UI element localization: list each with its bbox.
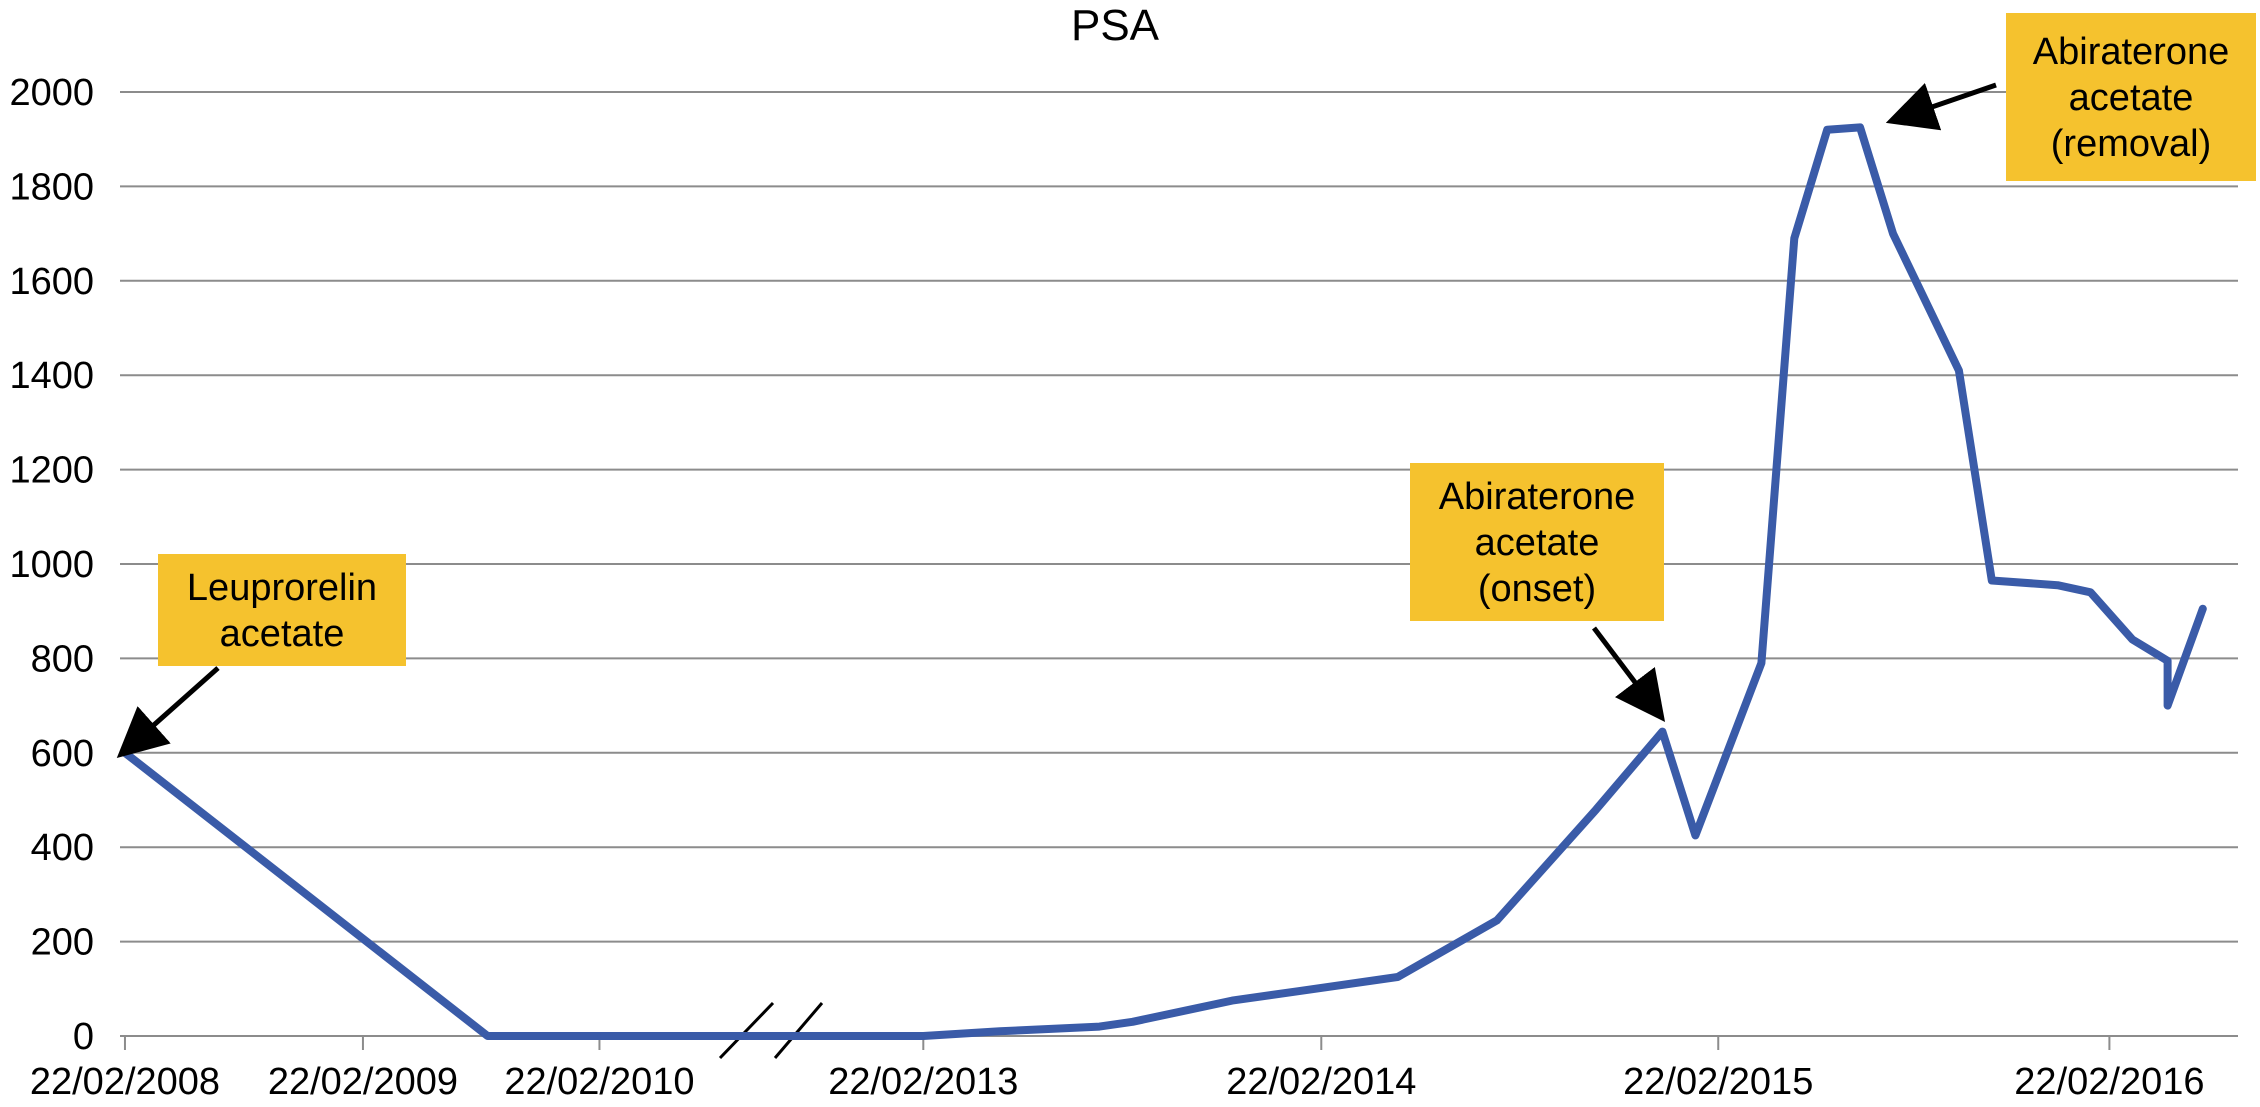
annotation-label: acetate bbox=[220, 613, 345, 655]
x-tick-label: 22/02/2016 bbox=[2014, 1061, 2204, 1103]
data-point bbox=[997, 1029, 1002, 1034]
data-point bbox=[921, 1034, 926, 1038]
annotation-label: acetate bbox=[2069, 77, 2194, 119]
axes: 0 200 400 600 800 1000 1200 1400 1600 1800 2000 22/… bbox=[9, 72, 2238, 1103]
annotation-box bbox=[1410, 463, 1664, 621]
data-point bbox=[1825, 127, 1830, 132]
y-tick-label: 1400 bbox=[9, 355, 94, 397]
annotation-label: Leuprorelin bbox=[187, 567, 377, 609]
y-tick-label: 1200 bbox=[9, 450, 94, 492]
data-point bbox=[2130, 637, 2135, 642]
annotation-arrow bbox=[1885, 82, 1997, 131]
y-tick-label: 1800 bbox=[9, 166, 94, 208]
data-point bbox=[1660, 729, 1665, 734]
data-point bbox=[2055, 583, 2060, 588]
annotation-arrow bbox=[1592, 626, 1666, 722]
series-lines bbox=[121, 123, 2207, 1040]
axis-break-mark bbox=[718, 1001, 775, 1060]
data-point bbox=[2165, 703, 2170, 708]
x-tick-label: 22/02/2009 bbox=[268, 1061, 458, 1103]
psa-series-line bbox=[121, 123, 2207, 1040]
annotation-label: Abiraterone bbox=[1439, 476, 1635, 518]
data-point bbox=[745, 1034, 750, 1038]
data-point bbox=[1395, 975, 1400, 979]
x-tick-label: 22/02/2015 bbox=[1623, 1061, 1813, 1103]
data-point bbox=[1296, 989, 1301, 994]
x-tick-label: 22/02/2008 bbox=[30, 1061, 220, 1103]
annotation-arrow bbox=[116, 666, 220, 758]
data-point bbox=[1130, 1019, 1135, 1024]
data-point bbox=[1956, 368, 1961, 373]
annotation-label: (removal) bbox=[2051, 123, 2211, 165]
data-point bbox=[1858, 125, 1863, 130]
data-point bbox=[2200, 606, 2205, 611]
data-point bbox=[122, 750, 127, 755]
data-point bbox=[1989, 578, 1994, 583]
annotation-box bbox=[158, 554, 406, 666]
y-tick-label: 2000 bbox=[9, 72, 94, 114]
chart-title: PSA bbox=[1071, 1, 1160, 50]
annotation-label: acetate bbox=[1475, 522, 1600, 564]
gridlines bbox=[120, 91, 2238, 943]
annotations: LeuprorelinacetateAbirateroneacetate(ons… bbox=[116, 13, 2256, 758]
annotation-label: (onset) bbox=[1478, 568, 1596, 610]
y-tick-label: 400 bbox=[31, 827, 94, 869]
x-tick-label: 22/02/2010 bbox=[504, 1061, 694, 1103]
y-tick-label: 600 bbox=[31, 733, 94, 775]
y-tick-label: 0 bbox=[73, 1016, 94, 1058]
annotation-label: Abiraterone bbox=[2033, 31, 2229, 73]
x-tick-label: 22/02/2014 bbox=[1226, 1061, 1416, 1103]
axis-break-mark bbox=[773, 1002, 824, 1059]
y-tick-label: 800 bbox=[31, 638, 94, 680]
data-point bbox=[1693, 833, 1698, 838]
data-point bbox=[1792, 236, 1797, 241]
data-point bbox=[1594, 807, 1599, 812]
y-tick-label: 1600 bbox=[9, 261, 94, 303]
data-point bbox=[2165, 658, 2170, 663]
y-tick-label: 1000 bbox=[9, 544, 94, 586]
x-tick-label: 22/02/2013 bbox=[828, 1061, 1018, 1103]
data-point bbox=[1759, 661, 1764, 666]
annotation-box bbox=[2006, 13, 2256, 181]
data-point bbox=[1097, 1024, 1102, 1029]
data-point bbox=[2088, 590, 2093, 595]
data-point bbox=[1494, 918, 1499, 923]
data-point bbox=[597, 1034, 602, 1038]
y-tick-label: 200 bbox=[31, 922, 94, 964]
data-point bbox=[485, 1034, 490, 1038]
data-point bbox=[1891, 231, 1896, 236]
data-point bbox=[1230, 998, 1235, 1003]
